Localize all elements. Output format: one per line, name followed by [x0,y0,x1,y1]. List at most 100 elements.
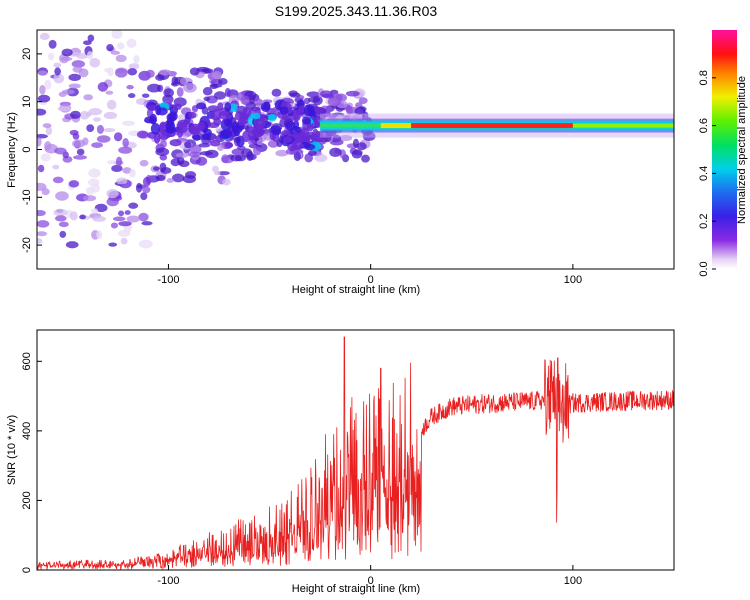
colorbar-tick-label-3: 0.6 [698,118,710,133]
heatmap-cell [128,63,140,70]
heatmap-cell [122,167,132,174]
heatmap-cell [139,159,149,167]
heatmap-cell [184,171,197,179]
heatmap-cell [184,141,192,149]
heatmap-cell [60,56,73,61]
heatmap-cell [91,208,99,214]
heatmap-cell [128,202,139,209]
heatmap-cell [168,111,178,121]
heatmap-cell [72,139,86,148]
heatmap-cell [234,111,245,122]
colorbar-label: Normalized spectral amplitude [736,76,748,224]
heatmap-cell [65,241,79,249]
heatmap-cell [147,83,161,93]
heatmap-cell [37,164,45,173]
heatmap-content [37,30,674,249]
heatmap-cell [339,135,353,142]
heatmap-cell [54,67,61,76]
heatmap-cell [37,70,48,76]
heatmap-x-tick-label-1: 0 [368,274,374,286]
heatmap-cell [148,104,157,112]
heatmap-y-ticks: -20 -10 0 10 20 [21,48,42,253]
heatmap-cell [68,73,82,82]
heatmap-cell [202,86,213,96]
heatmap-cell [39,32,50,41]
heatmap-cell [118,210,125,217]
heatmap-cell [71,60,86,68]
heatmap-cell [85,186,95,195]
heatmap-cell [203,96,210,102]
heatmap-cell [199,151,213,156]
heatmap-cell [292,132,301,140]
heatmap-y-tick-label-0: -20 [21,237,33,253]
heatmap-cell [155,147,170,157]
snr-x-label: Height of straight line (km) [292,583,420,595]
heatmap-cell [121,120,136,127]
heatmap-cell [329,139,344,146]
heatmap-cell [127,68,138,76]
snr-x-ticks: -100 0 100 [157,565,582,587]
heatmap-cell [97,82,109,92]
heatmap-cell [111,164,123,173]
heatmap-cell [230,154,243,162]
band-peak-segment [411,123,573,129]
colorbar-tick-label-1: 0.2 [698,214,710,229]
colorbar-ticks: 0.0 0.2 0.4 0.6 0.8 [698,70,716,277]
heatmap-cell [69,211,78,221]
colorbar: 0.0 0.2 0.4 0.6 0.8 Normalized spectral ampl… [698,30,748,277]
heatmap-cell [136,130,149,139]
heatmap-cell [285,120,296,131]
heatmap-cell [221,154,230,164]
heatmap-cell [122,137,129,148]
heatmap-cell [86,124,95,133]
heatmap-cell [351,149,363,159]
heatmap-cell [40,153,51,162]
heatmap-cell [176,87,184,97]
heatmap-cell [61,89,75,95]
heatmap-cell [176,126,184,138]
heatmap-cell [37,220,50,228]
heatmap-cell [165,126,177,134]
heatmap-cell [271,129,282,136]
heatmap-cell [88,178,100,187]
heatmap-cell [242,130,251,143]
heatmap-cell [356,142,367,151]
heatmap-cell [336,115,344,120]
heatmap-cell [115,54,127,63]
heatmap-cell [55,215,67,222]
heatmap-cell [44,141,52,151]
heatmap-cell [282,136,293,143]
band-warm-segment [380,123,412,129]
heatmap-cell [58,221,69,228]
heatmap-cell [39,84,46,95]
heatmap-cell [72,132,80,140]
heatmap-cell [54,147,67,155]
heatmap-cell [189,123,202,136]
snr-series-line [37,336,674,570]
heatmap-cell [209,83,219,90]
heatmap-cell [88,107,103,116]
heatmap-cell [275,149,289,157]
heatmap-cell [91,142,103,149]
heatmap-cell [118,221,132,227]
heatmap-cell [312,106,324,115]
heatmap-cell [192,134,201,141]
heatmap-cell [52,176,64,184]
heatmap-cell [111,30,123,40]
heatmap-cell [116,177,128,185]
heatmap-cell [89,57,101,68]
heatmap-cell [176,121,188,129]
heatmap-cell [228,103,238,113]
heatmap-cell [160,167,172,174]
heatmap-cell [253,98,263,106]
heatmap-cell [361,154,370,163]
heatmap-cell [177,114,186,121]
heatmap-cell [37,137,42,147]
heatmap-cell [55,191,69,201]
heatmap-y-tick-label-1: -10 [21,189,33,205]
snr-y-label: SNR (10 * v/v) [6,415,18,485]
heatmap-cell [73,155,88,160]
heatmap-cell [96,230,103,239]
heatmap-cell [96,135,111,143]
heatmap-cell [166,177,174,184]
